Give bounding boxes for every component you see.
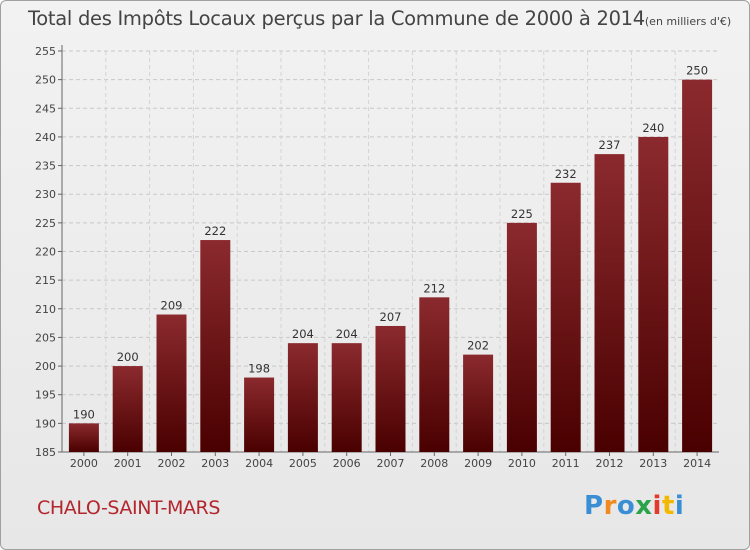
bar	[156, 314, 187, 452]
logo-letter: P	[584, 491, 604, 521]
bar-value-label: 225	[511, 207, 533, 221]
bar-value-label: 232	[555, 167, 577, 181]
x-tick-label: 2014	[683, 457, 711, 470]
x-tick-label: 2010	[508, 457, 536, 470]
x-tick-label: 2000	[70, 457, 98, 470]
y-tick-label: 245	[35, 102, 56, 115]
bar	[244, 377, 275, 452]
logo-letter: x	[635, 491, 653, 521]
chart-title: Total des Impôts Locaux perçus par la Co…	[28, 7, 732, 30]
bar	[638, 136, 669, 452]
bar-value-label: 222	[204, 224, 226, 238]
proxiti-logo: Proxiti	[584, 491, 684, 521]
x-tick-label: 2001	[114, 457, 142, 470]
bar-value-label: 240	[642, 121, 664, 135]
x-tick-label: 2002	[158, 457, 186, 470]
y-tick-label: 225	[35, 217, 56, 230]
bar-value-label: 209	[161, 299, 183, 313]
bar	[463, 354, 494, 452]
bar	[506, 222, 537, 452]
bar-value-label: 202	[467, 339, 489, 353]
bar-value-label: 198	[248, 362, 270, 376]
logo-letter: r	[603, 491, 617, 521]
x-tick-label: 2013	[639, 457, 667, 470]
bar-value-label: 250	[686, 64, 708, 78]
y-tick-label: 215	[35, 274, 56, 287]
y-tick-label: 235	[35, 160, 56, 173]
bar-value-label: 204	[292, 327, 314, 341]
x-tick-label: 2006	[333, 457, 361, 470]
bar	[594, 154, 625, 452]
logo-letter: i	[674, 491, 685, 521]
bar	[287, 343, 318, 452]
bar-value-label: 237	[599, 138, 621, 152]
bar	[200, 240, 231, 452]
bar-value-label: 190	[73, 407, 95, 421]
y-tick-label: 255	[35, 45, 56, 58]
y-tick-label: 250	[35, 74, 56, 87]
labels: 190 2000 200 2001 209 2002 222 2003 198 2004 204 20…	[70, 64, 711, 470]
bars	[68, 79, 713, 453]
y-tick-label: 190	[35, 417, 56, 430]
bar	[68, 423, 99, 452]
bar	[419, 297, 450, 452]
y-tick-label: 240	[35, 131, 56, 144]
x-tick-label: 2005	[289, 457, 317, 470]
y-tick-label: 205	[35, 331, 56, 344]
bar-value-label: 212	[423, 281, 445, 295]
x-tick-label: 2011	[552, 457, 580, 470]
bar-value-label: 204	[336, 327, 358, 341]
bar	[331, 343, 362, 452]
bar-value-label: 200	[117, 350, 139, 364]
logo-letter: i	[652, 491, 662, 521]
y-tick-label: 210	[35, 303, 56, 316]
logo-letter: o	[616, 491, 636, 521]
unit-note: (en milliers d'€)	[644, 15, 732, 28]
y-tick-label: 220	[35, 246, 56, 259]
x-tick-label: 2012	[596, 457, 624, 470]
axes: 185 190 195 200 205 210 215 220 225 230 235 240 245 2…	[35, 45, 719, 459]
bar	[112, 366, 143, 452]
bar-value-label: 207	[380, 310, 402, 324]
bar	[550, 182, 581, 452]
y-tick-label: 230	[35, 188, 56, 201]
logo-letter: t	[661, 491, 675, 521]
x-tick-label: 2007	[377, 457, 405, 470]
y-tick-label: 195	[35, 389, 56, 402]
x-tick-label: 2003	[201, 457, 229, 470]
y-tick-label: 200	[35, 360, 56, 373]
x-tick-label: 2004	[245, 457, 273, 470]
y-tick-label: 185	[35, 446, 56, 459]
x-tick-label: 2009	[464, 457, 492, 470]
bar	[682, 79, 713, 453]
commune-name: CHALO-SAINT-MARS	[37, 497, 220, 519]
bar	[375, 325, 406, 452]
x-tick-label: 2008	[420, 457, 448, 470]
